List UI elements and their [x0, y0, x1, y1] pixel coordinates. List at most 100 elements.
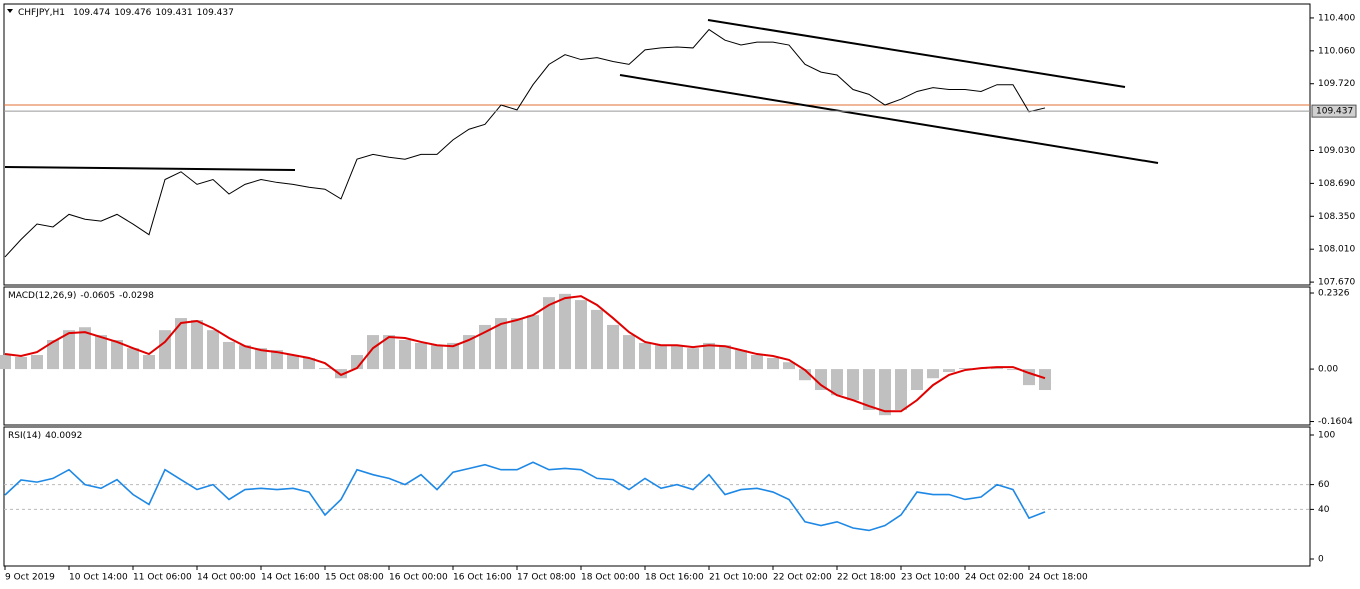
histogram-bar — [783, 362, 795, 370]
histogram-bar — [687, 348, 699, 370]
y-tick-label: 109.720 — [1318, 79, 1355, 89]
histogram-bar — [79, 327, 91, 370]
indicator-name: CHFJPY,H1 — [18, 8, 65, 18]
histogram-bar — [15, 356, 27, 370]
x-tick-label: 24 Oct 18:00 — [1029, 573, 1088, 583]
x-tick-label: 9 Oct 2019 — [5, 573, 55, 583]
indicator-name: RSI(14) — [8, 431, 41, 441]
series-line — [4, 295, 1046, 413]
histogram-bar — [847, 369, 859, 401]
y-tick-label: 108.010 — [1318, 245, 1355, 255]
y-tick-label: 108.690 — [1318, 179, 1355, 189]
histogram-bar — [239, 345, 251, 370]
histogram-bar — [1007, 369, 1019, 371]
panel-title: MACD(12,26,9) -0.0605 -0.0298 — [8, 291, 154, 301]
histogram-bar — [799, 369, 811, 381]
x-tick-label: 14 Oct 16:00 — [261, 573, 320, 583]
histogram-bar — [303, 357, 315, 370]
y-tick-label: 0.2326 — [1318, 289, 1350, 299]
histogram-bar — [399, 339, 411, 370]
histogram-bar — [47, 339, 59, 370]
price-tag — [1311, 104, 1357, 118]
y-tick-label: 0.00 — [1318, 365, 1338, 375]
x-tick-label: 17 Oct 08:00 — [517, 573, 576, 583]
histogram-bar — [271, 350, 283, 370]
price-panel — [3, 3, 1311, 286]
panel-title: RSI(14) 40.0092 — [8, 431, 82, 441]
y-tick-label: 110.060 — [1318, 46, 1355, 56]
histogram-bar — [367, 335, 379, 370]
y-tick-label: 100 — [1318, 430, 1335, 440]
histogram-bar — [527, 315, 539, 370]
histogram-bar — [207, 330, 219, 370]
histogram-bar — [703, 342, 715, 370]
histogram-bar — [255, 348, 267, 370]
channel-upper — [707, 19, 1126, 88]
price-tag-label: 109.437 — [1316, 107, 1353, 117]
header-value: 40.0092 — [45, 431, 82, 441]
histogram-bar — [639, 342, 651, 370]
histogram-bar — [719, 345, 731, 370]
histogram-bar — [607, 324, 619, 370]
y-tick-label: 40 — [1318, 505, 1330, 515]
histogram-bar — [543, 297, 555, 370]
histogram-bar — [191, 320, 203, 370]
histogram-bar — [223, 341, 235, 370]
series-line — [4, 28, 1046, 258]
x-tick-label: 24 Oct 02:00 — [965, 573, 1024, 583]
header-value: 109.476 — [114, 8, 151, 18]
histogram-bar — [415, 342, 427, 370]
y-tick-label: 110.400 — [1318, 13, 1355, 23]
histogram-bar — [943, 369, 955, 373]
x-tick-label: 10 Oct 14:00 — [69, 573, 128, 583]
x-tick-label: 23 Oct 10:00 — [901, 573, 960, 583]
rsi-panel — [3, 426, 1311, 567]
histogram-bar — [0, 355, 11, 370]
histogram-bar — [623, 335, 635, 370]
histogram-bar — [95, 335, 107, 370]
histogram-bar — [895, 369, 907, 410]
series-line — [4, 461, 1046, 532]
channel-lower — [619, 74, 1159, 164]
x-tick-label: 18 Oct 16:00 — [645, 573, 704, 583]
indicator-name: MACD(12,26,9) — [8, 291, 76, 301]
x-tick-label: 22 Oct 02:00 — [773, 573, 832, 583]
histogram-bar — [831, 369, 843, 396]
histogram-bar — [575, 300, 587, 370]
histogram-bar — [591, 309, 603, 370]
histogram-bar — [559, 293, 571, 370]
y-tick-label: 60 — [1318, 480, 1330, 490]
y-tick-label: 0 — [1318, 554, 1324, 564]
y-tick-label: 107.670 — [1318, 278, 1355, 288]
x-tick-label: 11 Oct 06:00 — [133, 573, 192, 583]
x-tick-label: 14 Oct 00:00 — [197, 573, 256, 583]
header-value: 109.474 — [73, 8, 110, 18]
histogram-bar — [959, 368, 971, 370]
histogram-bar — [863, 369, 875, 410]
histogram-bar — [991, 368, 1003, 370]
histogram-bar — [287, 355, 299, 370]
histogram-bar — [735, 350, 747, 370]
panel-title: CHFJPY,H1 109.474 109.476 109.431 109.437 — [18, 8, 234, 18]
menu-arrow — [7, 9, 13, 13]
x-tick-label: 21 Oct 10:00 — [709, 573, 768, 583]
histogram-bar — [879, 369, 891, 416]
histogram-bar — [127, 348, 139, 370]
histogram-bar — [751, 355, 763, 370]
x-tick-label: 16 Oct 16:00 — [453, 573, 512, 583]
histogram-bar — [335, 369, 347, 379]
y-tick-label: -0.1604 — [1318, 417, 1353, 427]
histogram-bar — [383, 335, 395, 370]
histogram-bar — [463, 335, 475, 370]
histogram-bar — [431, 345, 443, 370]
histogram-bar — [143, 355, 155, 370]
histogram-bar — [31, 355, 43, 370]
header-value: 109.431 — [155, 8, 192, 18]
histogram-bar — [447, 342, 459, 370]
histogram-bar — [479, 324, 491, 370]
x-tick-label: 15 Oct 08:00 — [325, 573, 384, 583]
histogram-bar — [63, 330, 75, 370]
histogram-bar — [655, 345, 667, 370]
header-value: -0.0298 — [119, 291, 154, 301]
histogram-bar — [175, 318, 187, 370]
